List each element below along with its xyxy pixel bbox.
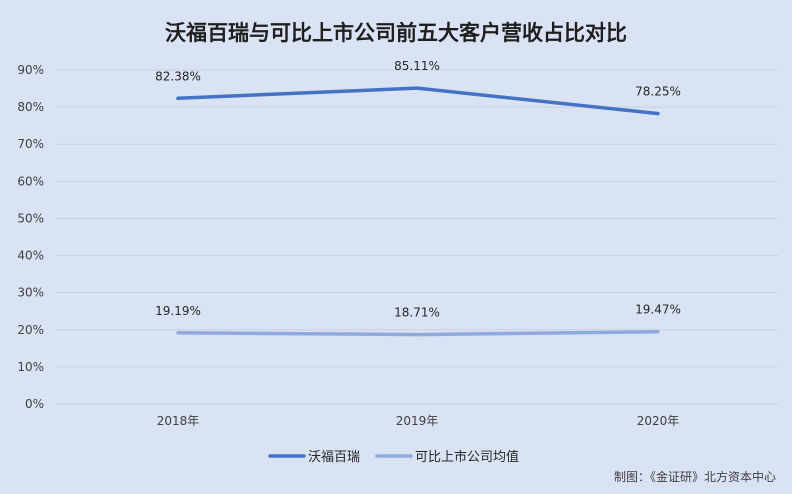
gridlines [56, 69, 778, 405]
data-labels: 82.38% 85.11% 78.25% 19.19% 18.71% 19.47% [155, 59, 681, 319]
data-label: 85.11% [394, 59, 440, 73]
y-tick-label: 30% [17, 286, 44, 300]
series-line-0 [176, 86, 660, 116]
legend-label: 沃福百瑞 [308, 450, 360, 465]
data-label: 82.38% [155, 69, 201, 83]
y-tick-label: 10% [17, 360, 44, 374]
legend: 沃福百瑞 可比上市公司均值 [268, 449, 519, 465]
y-tick-label: 40% [17, 249, 44, 263]
legend-label: 可比上市公司均值 [415, 449, 519, 465]
data-label: 19.19% [155, 304, 201, 318]
x-tick-label: 2019年 [396, 414, 439, 428]
data-label: 78.25% [635, 85, 681, 99]
y-tick-label: 60% [17, 174, 44, 188]
series-line-1 [176, 329, 660, 337]
data-label: 19.47% [635, 303, 681, 317]
y-tick-label: 0% [25, 397, 44, 411]
y-axis: 0% 10% 20% 30% 40% 50% 60% 70% 80% 90% [17, 63, 44, 411]
series-lines [176, 86, 660, 337]
y-tick-label: 70% [17, 137, 44, 151]
chart-title: 沃福百瑞与可比上市公司前五大客户营收占比对比 [165, 21, 627, 45]
y-tick-label: 80% [17, 100, 44, 114]
x-tick-label: 2018年 [157, 414, 200, 428]
y-tick-label: 50% [17, 211, 44, 225]
y-tick-label: 20% [17, 323, 44, 337]
data-label: 18.71% [394, 306, 440, 320]
x-tick-label: 2020年 [637, 414, 680, 428]
x-axis: 2018年 2019年 2020年 [157, 414, 680, 428]
source-note: 制图：《金证研》北方资本中心 [613, 470, 776, 484]
y-tick-label: 90% [17, 63, 44, 77]
